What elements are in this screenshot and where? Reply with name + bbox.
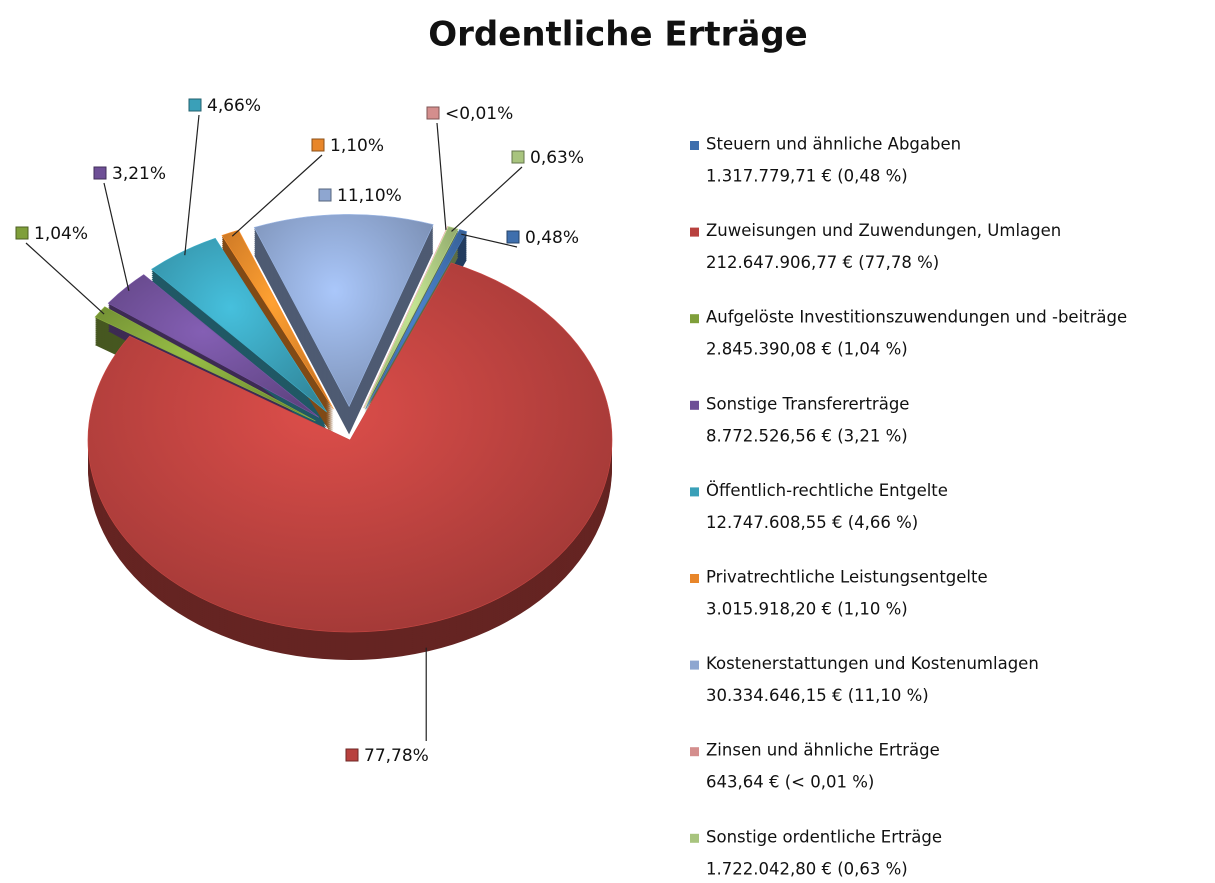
leader-line <box>103 182 130 292</box>
legend-detail: 1.317.779,71 € (0,48 %) <box>706 167 908 186</box>
legend-label: Öffentlich-rechtliche Entgelte <box>706 481 948 500</box>
legend-detail: 3.015.918,20 € (1,10 %) <box>706 600 908 619</box>
label-marker <box>318 188 332 202</box>
leader-line <box>184 114 200 256</box>
legend-detail: 212.647.906,77 € (77,78 %) <box>706 253 939 272</box>
legend-label: Zinsen und ähnliche Erträge <box>706 741 940 760</box>
data-label: 1,10% <box>330 136 384 156</box>
legend-marker <box>690 400 699 410</box>
label-marker <box>188 98 202 112</box>
legend-marker <box>690 833 699 843</box>
leader-line <box>451 166 523 232</box>
legend-label: Sonstige ordentliche Erträge <box>706 827 942 846</box>
leader-line <box>25 242 105 315</box>
data-label: 11,10% <box>337 186 402 206</box>
legend-label: Kostenerstattungen und Kostenumlagen <box>706 654 1039 673</box>
legend-label: Aufgelöste Investitionszuwendungen und -… <box>706 308 1127 327</box>
label-marker <box>311 138 325 152</box>
slice <box>94 306 316 422</box>
slice <box>107 274 320 418</box>
legend-detail: 643,64 € (< 0,01 %) <box>706 773 874 792</box>
slice <box>363 226 459 409</box>
slice <box>365 229 468 409</box>
legend-label: Privatrechtliche Leistungsentgelte <box>706 568 988 587</box>
legend-marker <box>690 314 699 324</box>
chart-title: Ordentliche Erträge <box>428 15 807 55</box>
label-marker <box>426 106 440 120</box>
data-label: 1,04% <box>34 224 88 244</box>
legend-label: Steuern und ähnliche Abgaben <box>706 135 961 154</box>
label-marker <box>15 226 29 240</box>
legend-detail: 30.334.646,15 € (11,10 %) <box>706 686 929 705</box>
leader-line <box>461 233 518 248</box>
legend-marker <box>690 574 699 583</box>
legend-detail: 12.747.608,55 € (4,66 %) <box>706 513 918 532</box>
data-label: 0,48% <box>525 228 579 248</box>
slice <box>151 237 328 413</box>
slice <box>253 214 434 408</box>
legend-marker <box>690 747 699 757</box>
legend-detail: 2.845.390,08 € (1,04 %) <box>706 340 908 359</box>
leader-line <box>231 154 323 237</box>
legend-marker <box>690 227 699 237</box>
leader-line <box>436 122 447 231</box>
data-label: 77,78% <box>364 746 429 766</box>
label-marker <box>345 748 359 762</box>
data-label: 0,63% <box>530 148 584 168</box>
label-marker <box>511 150 525 164</box>
legend-marker <box>690 660 699 670</box>
slice <box>87 262 613 633</box>
label-marker <box>506 230 520 244</box>
data-label: 3,21% <box>112 164 166 184</box>
legend-detail: 8.772.526,56 € (3,21 %) <box>706 426 908 445</box>
label-marker <box>93 166 107 180</box>
legend-label: Sonstige Transfererträge <box>706 394 909 413</box>
legend-detail: 1.722.042,80 € (0,63 %) <box>706 859 908 878</box>
legend-label: Zuweisungen und Zuwendungen, Umlagen <box>706 221 1061 240</box>
slice <box>363 225 449 409</box>
data-label: <0,01% <box>445 104 513 124</box>
data-label: 4,66% <box>207 96 261 116</box>
legend-marker <box>690 487 699 497</box>
legend-marker <box>690 141 699 150</box>
